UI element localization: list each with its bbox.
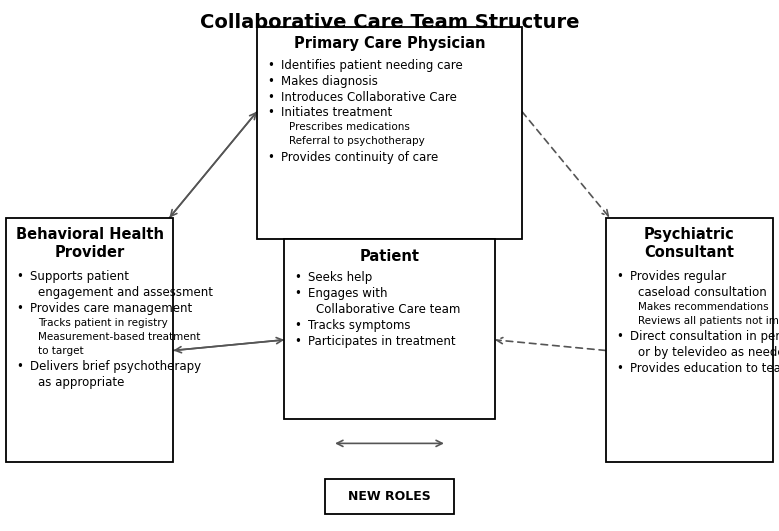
Text: Collaborative Care Team Structure: Collaborative Care Team Structure <box>199 13 580 32</box>
Text: •: • <box>16 359 23 373</box>
Text: Provides continuity of care: Provides continuity of care <box>281 150 439 164</box>
Bar <box>606 218 773 462</box>
Text: Delivers brief psychotherapy: Delivers brief psychotherapy <box>30 359 201 373</box>
Text: •: • <box>615 330 622 342</box>
Text: •: • <box>294 335 301 348</box>
Text: •: • <box>267 150 274 164</box>
Text: as appropriate: as appropriate <box>37 375 124 389</box>
Text: or by televideo as needed: or by televideo as needed <box>637 346 779 358</box>
Text: Participates in treatment: Participates in treatment <box>308 335 456 348</box>
Text: Behavioral Health
Provider: Behavioral Health Provider <box>16 227 164 260</box>
Text: Seeks help: Seeks help <box>308 271 372 284</box>
Text: Measurement-based treatment: Measurement-based treatment <box>37 331 200 341</box>
Text: •: • <box>267 91 274 104</box>
Text: Tracks symptoms: Tracks symptoms <box>308 319 411 332</box>
Text: Psychiatric
Consultant: Psychiatric Consultant <box>644 227 735 260</box>
Text: •: • <box>267 107 274 119</box>
Text: •: • <box>294 271 301 284</box>
Text: Supports patient: Supports patient <box>30 270 129 282</box>
Text: •: • <box>16 270 23 282</box>
Text: Provides regular: Provides regular <box>629 270 726 282</box>
Text: Direct consultation in person: Direct consultation in person <box>629 330 779 342</box>
Text: Collaborative Care team: Collaborative Care team <box>316 303 460 316</box>
Text: Makes diagnosis: Makes diagnosis <box>281 75 378 88</box>
Text: Identifies patient needing care: Identifies patient needing care <box>281 59 463 72</box>
Text: •: • <box>267 75 274 88</box>
Text: Patient: Patient <box>359 249 420 263</box>
Text: •: • <box>294 319 301 332</box>
Text: engagement and assessment: engagement and assessment <box>37 286 213 298</box>
Text: Makes recommendations: Makes recommendations <box>637 302 768 312</box>
Text: •: • <box>16 302 23 314</box>
Text: Primary Care Physician: Primary Care Physician <box>294 36 485 51</box>
Text: caseload consultation: caseload consultation <box>637 286 767 298</box>
Text: Provides education to team: Provides education to team <box>629 362 779 374</box>
Bar <box>284 239 495 419</box>
Text: Prescribes medications: Prescribes medications <box>289 123 410 132</box>
Text: Initiates treatment: Initiates treatment <box>281 107 393 119</box>
Text: Engages with: Engages with <box>308 287 388 300</box>
Text: NEW ROLES: NEW ROLES <box>348 490 431 503</box>
Text: •: • <box>615 362 622 374</box>
Text: Referral to psychotherapy: Referral to psychotherapy <box>289 136 425 147</box>
Bar <box>257 27 522 239</box>
Text: Tracks patient in registry: Tracks patient in registry <box>37 318 167 328</box>
Text: to target: to target <box>37 346 83 356</box>
Bar <box>6 218 173 462</box>
Text: •: • <box>615 270 622 282</box>
Text: Introduces Collaborative Care: Introduces Collaborative Care <box>281 91 457 104</box>
Bar <box>325 479 453 514</box>
Text: •: • <box>267 59 274 72</box>
Text: Provides care management: Provides care management <box>30 302 192 314</box>
Text: Reviews all patients not improving: Reviews all patients not improving <box>637 315 779 326</box>
Text: •: • <box>294 287 301 300</box>
